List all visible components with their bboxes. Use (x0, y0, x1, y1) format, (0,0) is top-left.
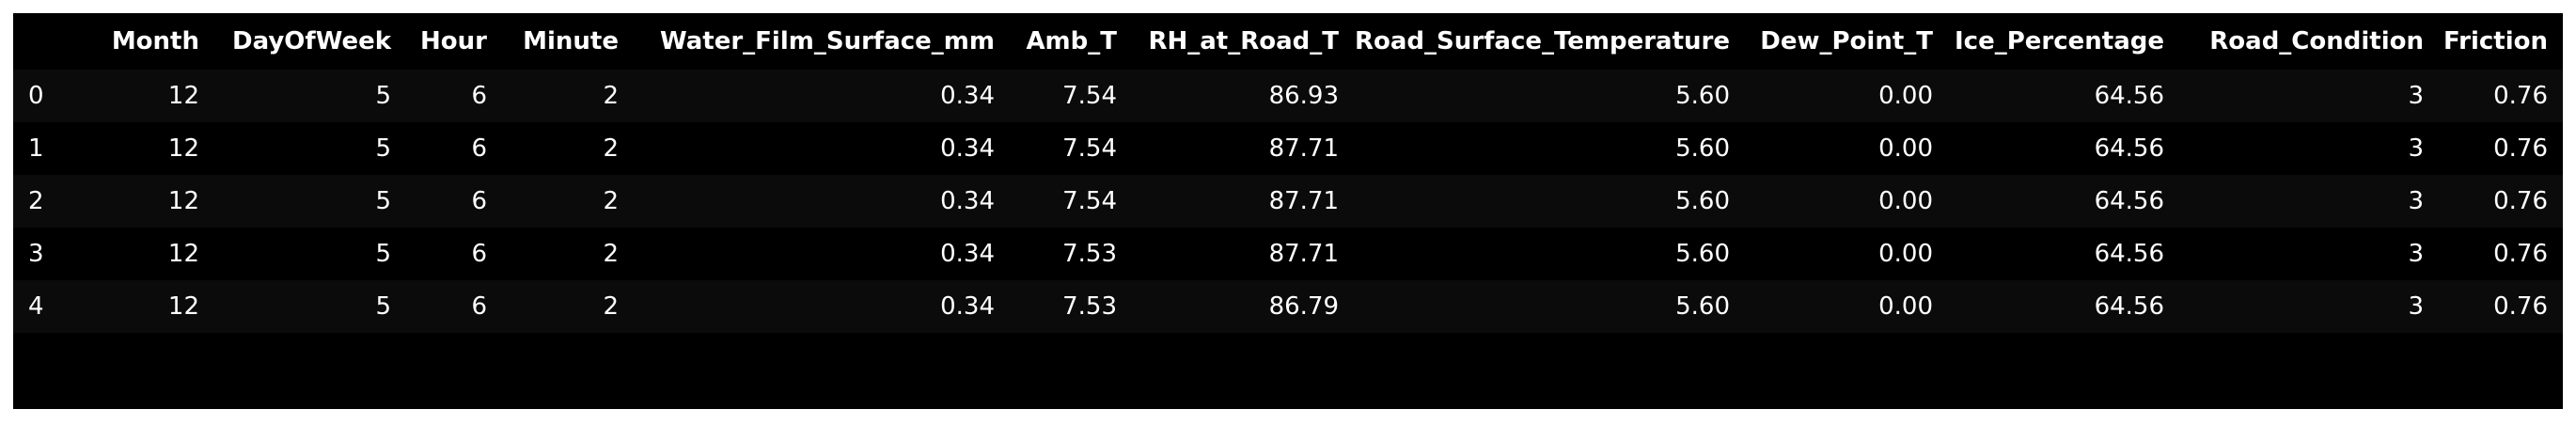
cell-road-condition: 3 (2408, 292, 2424, 321)
cell-hour: 6 (471, 82, 487, 110)
cell-rh-at-road-t: 87.71 (1268, 134, 1339, 163)
column-header-month: Month (111, 27, 199, 55)
cell-amb-t: 7.54 (1062, 134, 1117, 163)
cell-month: 12 (167, 134, 199, 163)
column-header-ice-percentage: Ice_Percentage (1954, 27, 2164, 55)
cell-amb-t: 7.53 (1062, 292, 1117, 321)
cell-hour: 6 (471, 187, 487, 215)
cell-road-condition: 3 (2408, 187, 2424, 215)
cell-hour: 6 (471, 240, 487, 268)
cell-month: 12 (167, 240, 199, 268)
index-header (13, 13, 83, 70)
column-header-minute: Minute (523, 27, 619, 55)
cell-dew-point-t: 0.00 (1878, 292, 1933, 321)
cell-minute: 2 (603, 134, 619, 163)
cell-friction: 0.76 (2493, 292, 2548, 321)
cell-road-condition: 3 (2408, 240, 2424, 268)
cell-ice-percentage: 64.56 (2094, 134, 2164, 163)
table-row: 4 12 5 6 2 0.34 7.53 86.79 5.60 0.00 64.… (13, 280, 2563, 333)
row-index: 1 (28, 134, 44, 163)
cell-dayofweek: 5 (375, 82, 391, 110)
cell-minute: 2 (603, 240, 619, 268)
cell-dew-point-t: 0.00 (1878, 82, 1933, 110)
cell-dew-point-t: 0.00 (1878, 240, 1933, 268)
table-row: 0 12 5 6 2 0.34 7.54 86.93 5.60 0.00 64.… (13, 70, 2563, 122)
row-index: 0 (28, 82, 44, 110)
cell-amb-t: 7.54 (1062, 187, 1117, 215)
cell-minute: 2 (603, 187, 619, 215)
cell-dayofweek: 5 (375, 292, 391, 321)
cell-road-condition: 3 (2408, 134, 2424, 163)
cell-water-film-surface-mm: 0.34 (940, 134, 995, 163)
cell-water-film-surface-mm: 0.34 (940, 292, 995, 321)
cell-rh-at-road-t: 86.93 (1268, 82, 1339, 110)
dataframe-table: Month DayOfWeek Hour Minute Water_Film_S… (13, 13, 2563, 333)
cell-dew-point-t: 0.00 (1878, 134, 1933, 163)
cell-month: 12 (167, 292, 199, 321)
cell-road-condition: 3 (2408, 82, 2424, 110)
column-header-dayofweek: DayOfWeek (232, 27, 391, 55)
column-header-road-surface-temperature: Road_Surface_Temperature (1354, 27, 1730, 55)
cell-rh-at-road-t: 87.71 (1268, 240, 1339, 268)
cell-dew-point-t: 0.00 (1878, 187, 1933, 215)
cell-friction: 0.76 (2493, 240, 2548, 268)
cell-friction: 0.76 (2493, 82, 2548, 110)
cell-road-surface-temperature: 5.60 (1675, 134, 1730, 163)
column-header-water-film-surface-mm: Water_Film_Surface_mm (659, 27, 995, 55)
column-header-amb-t: Amb_T (1026, 27, 1117, 55)
cell-dayofweek: 5 (375, 240, 391, 268)
cell-amb-t: 7.54 (1062, 82, 1117, 110)
column-header-rh-at-road-t: RH_at_Road_T (1148, 27, 1339, 55)
table-row: 2 12 5 6 2 0.34 7.54 87.71 5.60 0.00 64.… (13, 175, 2563, 228)
cell-ice-percentage: 64.56 (2094, 82, 2164, 110)
header-row: Month DayOfWeek Hour Minute Water_Film_S… (13, 13, 2563, 70)
cell-ice-percentage: 64.56 (2094, 187, 2164, 215)
cell-road-surface-temperature: 5.60 (1675, 82, 1730, 110)
cell-water-film-surface-mm: 0.34 (940, 240, 995, 268)
cell-road-surface-temperature: 5.60 (1675, 292, 1730, 321)
table-row: 1 12 5 6 2 0.34 7.54 87.71 5.60 0.00 64.… (13, 122, 2563, 175)
cell-dayofweek: 5 (375, 134, 391, 163)
cell-ice-percentage: 64.56 (2094, 240, 2164, 268)
table-row: 3 12 5 6 2 0.34 7.53 87.71 5.60 0.00 64.… (13, 228, 2563, 280)
dataframe-output-panel (13, 13, 2563, 409)
cell-ice-percentage: 64.56 (2094, 292, 2164, 321)
cell-hour: 6 (471, 134, 487, 163)
cell-month: 12 (167, 82, 199, 110)
cell-amb-t: 7.53 (1062, 240, 1117, 268)
column-header-dew-point-t: Dew_Point_T (1760, 27, 1933, 55)
cell-road-surface-temperature: 5.60 (1675, 240, 1730, 268)
cell-water-film-surface-mm: 0.34 (940, 187, 995, 215)
column-header-hour: Hour (420, 27, 487, 55)
cell-rh-at-road-t: 86.79 (1268, 292, 1339, 321)
cell-minute: 2 (603, 82, 619, 110)
cell-hour: 6 (471, 292, 487, 321)
cell-friction: 0.76 (2493, 187, 2548, 215)
column-header-road-condition: Road_Condition (2209, 27, 2424, 55)
cell-month: 12 (167, 187, 199, 215)
cell-rh-at-road-t: 87.71 (1268, 187, 1339, 215)
column-header-friction: Friction (2443, 27, 2548, 55)
cell-water-film-surface-mm: 0.34 (940, 82, 995, 110)
row-index: 3 (28, 240, 44, 268)
cell-friction: 0.76 (2493, 134, 2548, 163)
cell-dayofweek: 5 (375, 187, 391, 215)
row-index: 4 (28, 292, 44, 321)
cell-minute: 2 (603, 292, 619, 321)
row-index: 2 (28, 187, 44, 215)
cell-road-surface-temperature: 5.60 (1675, 187, 1730, 215)
